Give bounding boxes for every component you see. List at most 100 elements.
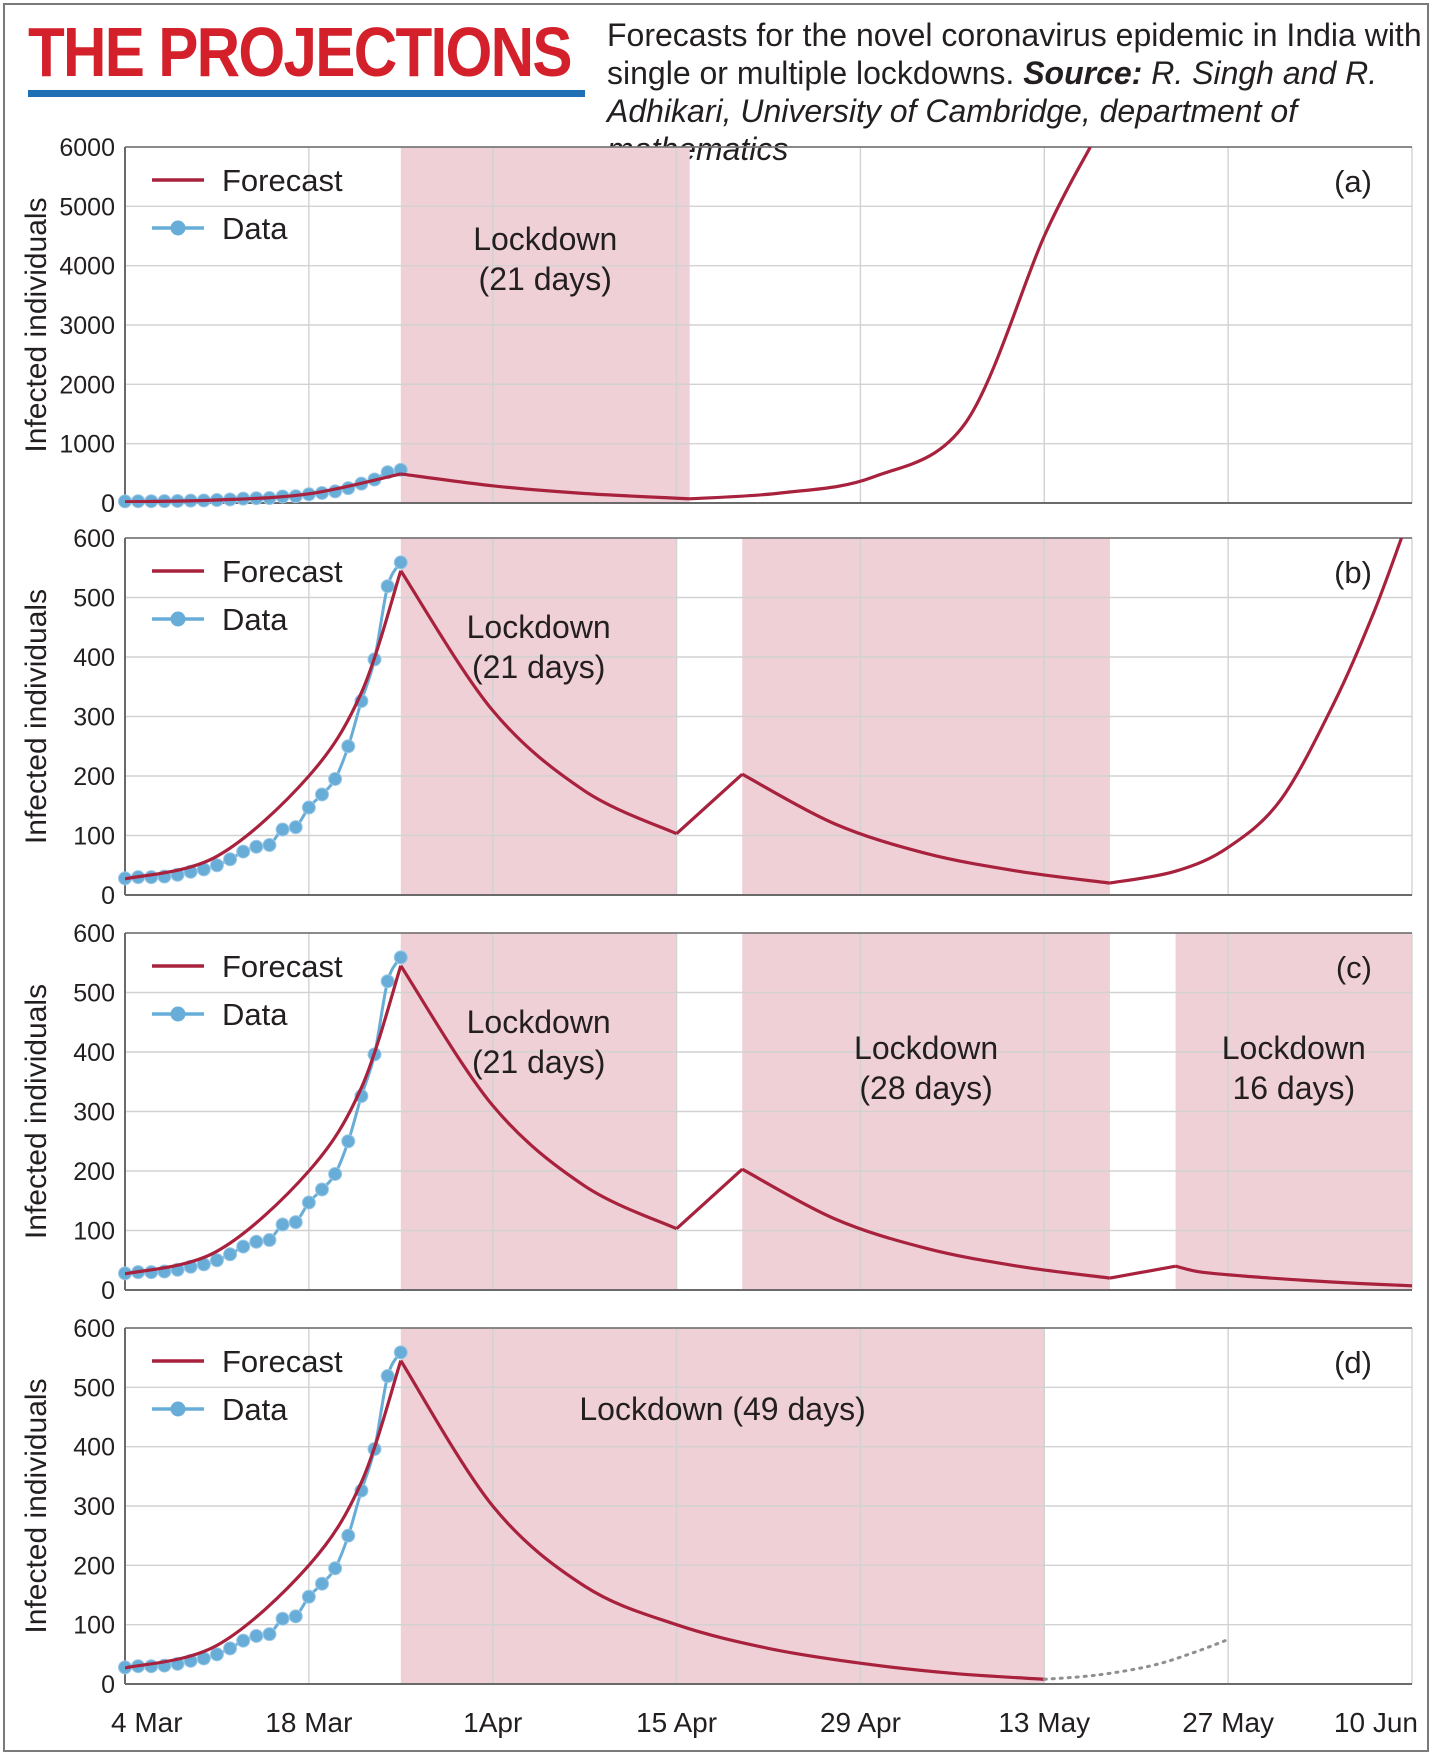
y-tick-label: 6000 — [59, 134, 115, 162]
data-point — [393, 1345, 408, 1360]
page-subtitle: Forecasts for the novel coronavirus epid… — [607, 16, 1427, 168]
forecast-series-line — [125, 1359, 1045, 1681]
x-tick-label: 15 Apr — [636, 1707, 717, 1738]
data-point — [236, 1633, 251, 1648]
y-tick-label: 500 — [73, 585, 115, 613]
data-point — [380, 1369, 395, 1384]
graphic-frame — [3, 3, 1429, 1752]
data-point — [223, 852, 238, 867]
data-point — [249, 1628, 264, 1643]
forecast-series-line — [125, 147, 1092, 503]
panel-label: (a) — [1334, 164, 1372, 199]
y-tick-label: 2000 — [59, 371, 115, 399]
y-tick-label: 600 — [73, 1315, 115, 1343]
y-tick-label: 300 — [73, 1099, 115, 1127]
data-point — [262, 838, 277, 853]
lockdown-label: 16 days) — [1232, 1070, 1355, 1106]
y-tick-label: 0 — [101, 1277, 115, 1305]
y-tick-label: 5000 — [59, 193, 115, 221]
legend-data-marker — [170, 220, 186, 236]
data-point — [275, 1217, 290, 1232]
y-tick-label: 500 — [73, 980, 115, 1008]
y-tick-label: 300 — [73, 1493, 115, 1521]
data-point — [393, 555, 408, 570]
data-point — [223, 1641, 238, 1656]
data-point — [380, 579, 395, 594]
data-point — [236, 844, 251, 859]
y-tick-label: 200 — [73, 1158, 115, 1186]
y-tick-label: 1000 — [59, 431, 115, 459]
subtitle-text: Forecasts for the novel coronavirus epid… — [607, 17, 1422, 91]
data-point — [301, 800, 316, 815]
data-point — [314, 1182, 329, 1197]
y-tick-label: 400 — [73, 644, 115, 672]
chart-panel-d: Lockdown (49 days) 0 100 200 300 400 500 600 Inf… — [20, 1315, 1418, 1738]
data-point — [275, 1611, 290, 1626]
y-axis-label: Infected individuals — [20, 1378, 53, 1633]
y-axis-label: Infected individuals — [20, 197, 53, 452]
x-tick-label: 27 May — [1182, 1707, 1274, 1738]
lockdown-label: Lockdown — [1222, 1030, 1366, 1066]
y-tick-label: 0 — [101, 490, 115, 518]
data-point — [288, 1609, 303, 1624]
x-tick-label: 29 Apr — [820, 1707, 901, 1738]
data-point — [301, 1589, 316, 1604]
title-underline — [28, 90, 585, 97]
legend-forecast-label: Forecast — [222, 163, 343, 198]
x-tick-label: 4 Mar — [111, 1707, 183, 1738]
data-point — [314, 787, 329, 802]
data-point — [341, 1528, 356, 1543]
page-title: THE PROJECTIONS — [28, 13, 573, 91]
data-point — [301, 1195, 316, 1210]
y-tick-label: 4000 — [59, 253, 115, 281]
y-tick-label: 500 — [73, 1374, 115, 1402]
y-tick-label: 0 — [101, 882, 115, 910]
y-tick-label: 0 — [101, 1671, 115, 1699]
data-point — [209, 858, 224, 873]
chart-panel-c: Lockdown (21 days) Lockdown (28 days) Lockdo… — [20, 920, 1413, 1305]
lockdown-label: Lockdown — [467, 609, 611, 645]
legend-forecast-label: Forecast — [222, 554, 343, 589]
data-point — [262, 1627, 277, 1642]
data-point — [223, 1247, 238, 1262]
data-point — [314, 1576, 329, 1591]
data-point — [288, 820, 303, 835]
data-point — [262, 1233, 277, 1248]
x-tick-label: 18 Mar — [265, 1707, 352, 1738]
y-tick-label: 100 — [73, 1612, 115, 1640]
x-tick-label: 1Apr — [463, 1707, 522, 1738]
legend-data-label: Data — [222, 211, 288, 246]
data-point — [209, 1647, 224, 1662]
lockdown-label: (21 days) — [472, 1044, 605, 1080]
y-tick-label: 600 — [73, 920, 115, 948]
forecast-series-line — [125, 538, 1403, 885]
y-axis-label: Infected individuals — [20, 984, 53, 1239]
data-point — [328, 1166, 343, 1181]
lockdown-label: Lockdown (49 days) — [579, 1391, 865, 1427]
lockdown-label: (21 days) — [479, 261, 612, 297]
panel-label: (c) — [1336, 950, 1372, 985]
chart-panel-a: Lockdown (21 days) 0 1000 2000 3000 4000 5000 60… — [20, 134, 1413, 518]
legend-data-marker — [170, 611, 186, 627]
data-point — [249, 1234, 264, 1249]
forecast-series-line — [125, 964, 1412, 1288]
y-tick-label: 3000 — [59, 312, 115, 340]
panel-label: (d) — [1334, 1345, 1372, 1380]
legend-data-label: Data — [222, 1392, 288, 1427]
y-tick-label: 100 — [73, 1218, 115, 1246]
legend-data-marker — [170, 1006, 186, 1022]
lockdown-label: (21 days) — [472, 649, 605, 685]
data-point — [275, 822, 290, 837]
data-point — [393, 950, 408, 965]
y-tick-label: 400 — [73, 1434, 115, 1462]
data-point — [328, 771, 343, 786]
x-tick-label: 13 May — [998, 1707, 1090, 1738]
data-point — [341, 739, 356, 754]
lockdown-label: Lockdown — [473, 221, 617, 257]
y-axis-label: Infected individuals — [20, 589, 53, 844]
lockdown-label: (28 days) — [859, 1070, 992, 1106]
lockdown-label: Lockdown — [467, 1004, 611, 1040]
data-point — [328, 1561, 343, 1576]
data-point — [209, 1253, 224, 1268]
